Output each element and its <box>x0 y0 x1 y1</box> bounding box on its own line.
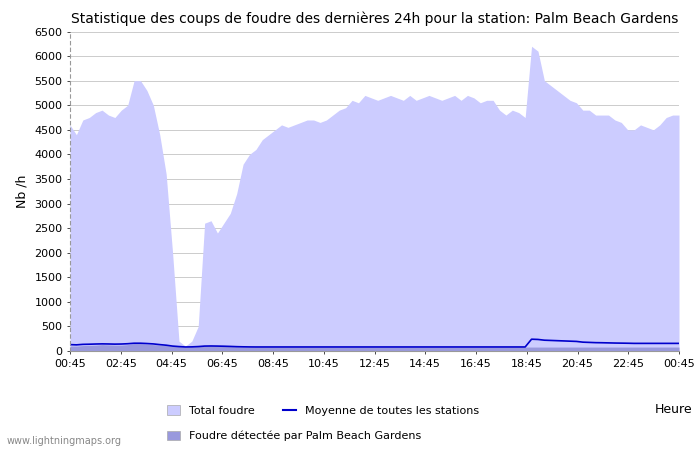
Title: Statistique des coups de foudre des dernières 24h pour la station: Palm Beach Ga: Statistique des coups de foudre des dern… <box>71 12 678 26</box>
Y-axis label: Nb /h: Nb /h <box>15 175 29 208</box>
Legend: Foudre détectée par Palm Beach Gardens: Foudre détectée par Palm Beach Gardens <box>167 431 421 441</box>
Text: www.lightningmaps.org: www.lightningmaps.org <box>7 436 122 446</box>
Text: Heure: Heure <box>654 403 692 416</box>
